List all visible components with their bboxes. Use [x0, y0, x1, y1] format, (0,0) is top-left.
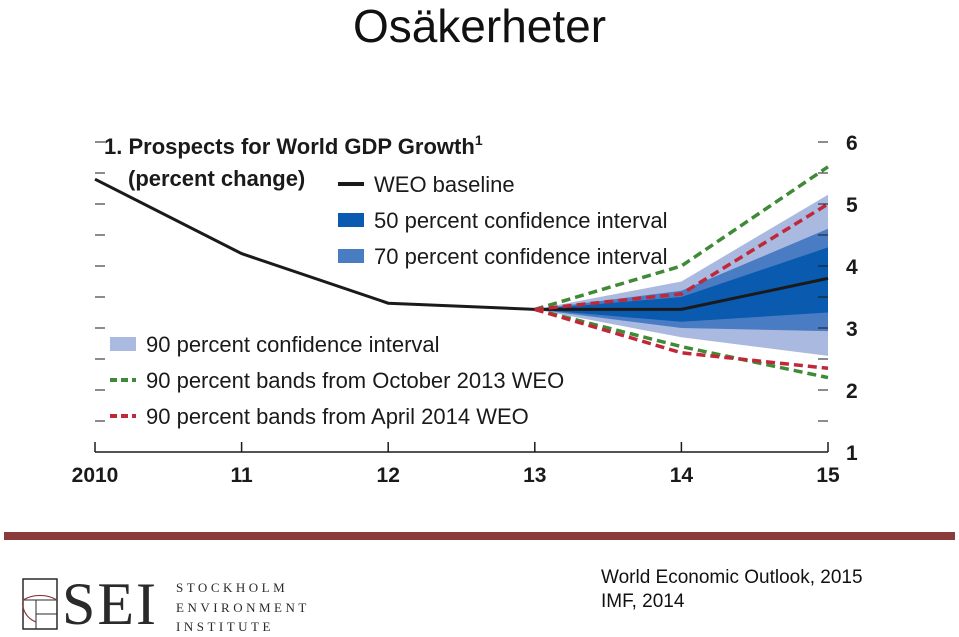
- x-tick-label: 14: [670, 464, 694, 487]
- y-tick-label: 4: [846, 256, 858, 279]
- y-tick-label: 2: [846, 380, 858, 403]
- x-tick-label: 2010: [72, 464, 119, 487]
- chart-title: 1. Prospects for World GDP Growth1: [104, 132, 483, 159]
- x-tick-label: 12: [377, 464, 400, 487]
- legend-swatch-box: [110, 337, 136, 351]
- chart-lines: [94, 165, 829, 380]
- sei-letters: SEI: [62, 571, 158, 637]
- legend-label: 90 percent confidence interval: [146, 332, 440, 357]
- chart-title-text: 1. Prospects for World GDP Growth: [104, 134, 475, 159]
- legend-label: 90 percent bands from October 2013 WEO: [146, 368, 564, 393]
- x-tick-label: 15: [816, 464, 840, 487]
- confidence-bands: [534, 194, 828, 356]
- y-tick-label: 5: [846, 194, 858, 217]
- institute-name-line: INSTITUTE: [176, 619, 274, 634]
- legend-label: 50 percent confidence interval: [374, 208, 668, 233]
- chart-subtitle: (percent change): [128, 166, 305, 191]
- series-line-3-lower: [534, 307, 829, 371]
- legend-label: 70 percent confidence interval: [374, 244, 668, 269]
- series-line-3-upper: [534, 202, 829, 312]
- y-tick-label: 1: [846, 442, 858, 465]
- institute-name-line: STOCKHOLM: [176, 580, 289, 595]
- x-tick-label: 11: [230, 464, 253, 487]
- source-line-publisher: IMF, 2014: [601, 591, 685, 612]
- legend-swatch-box: [338, 213, 364, 227]
- slide-title: Osäkerheter: [352, 0, 607, 52]
- series-line-baseline: [94, 177, 829, 311]
- legend-label: 90 percent bands from April 2014 WEO: [146, 404, 529, 429]
- series-line-2-lower: [534, 307, 829, 380]
- y-tick-label: 3: [846, 318, 858, 341]
- y-tick-label: 6: [846, 132, 858, 155]
- source-citation: World Economic Outlook, 2015 IMF, 2014: [601, 566, 863, 614]
- legend-swatch-box: [338, 249, 364, 263]
- chart-legend: WEO baseline 50 percent confidence interv…: [110, 172, 668, 429]
- band-3: [534, 247, 828, 322]
- institute-name: STOCKHOLM ENVIRONMENT INSTITUTE: [176, 578, 310, 637]
- series-line-2-upper: [534, 165, 829, 312]
- golden-spiral-icon: [22, 578, 58, 630]
- source-line-publication: World Economic Outlook, 2015: [601, 567, 863, 588]
- chart-title-footnote: 1: [475, 132, 483, 148]
- x-tick-label: 13: [523, 464, 546, 487]
- footer-divider: [4, 532, 955, 540]
- institute-name-line: ENVIRONMENT: [176, 599, 310, 615]
- legend-label: WEO baseline: [374, 172, 515, 197]
